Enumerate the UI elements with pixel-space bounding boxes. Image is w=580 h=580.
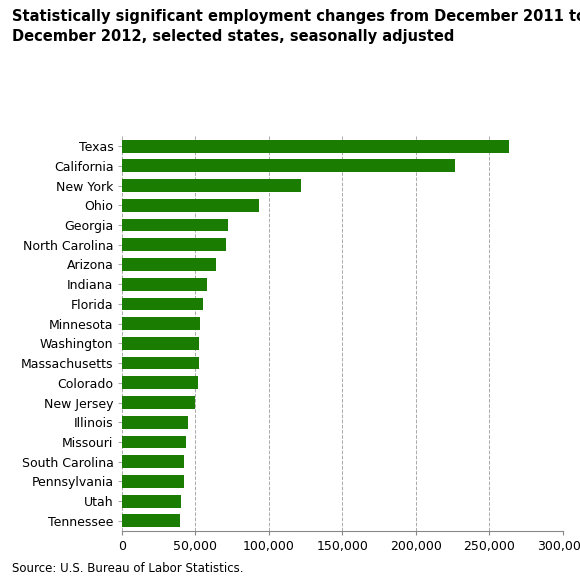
Bar [122,475,183,488]
Bar [122,160,455,172]
Bar [122,436,186,448]
Bar [122,376,198,389]
Bar [122,495,182,508]
Bar [122,357,199,369]
Bar [122,396,194,409]
Bar [122,140,509,153]
Bar [122,199,259,212]
Bar [122,258,216,271]
Bar [122,238,226,251]
Bar [122,278,208,291]
Text: Statistically significant employment changes from December 2011 to
December 2012: Statistically significant employment cha… [12,9,580,44]
Bar [122,298,203,310]
Bar [122,455,184,468]
Bar [122,514,180,527]
Bar [122,317,200,330]
Bar [122,337,200,350]
Bar [122,219,229,231]
Bar [122,416,188,429]
Bar [122,179,301,192]
Text: Source: U.S. Bureau of Labor Statistics.: Source: U.S. Bureau of Labor Statistics. [12,563,243,575]
